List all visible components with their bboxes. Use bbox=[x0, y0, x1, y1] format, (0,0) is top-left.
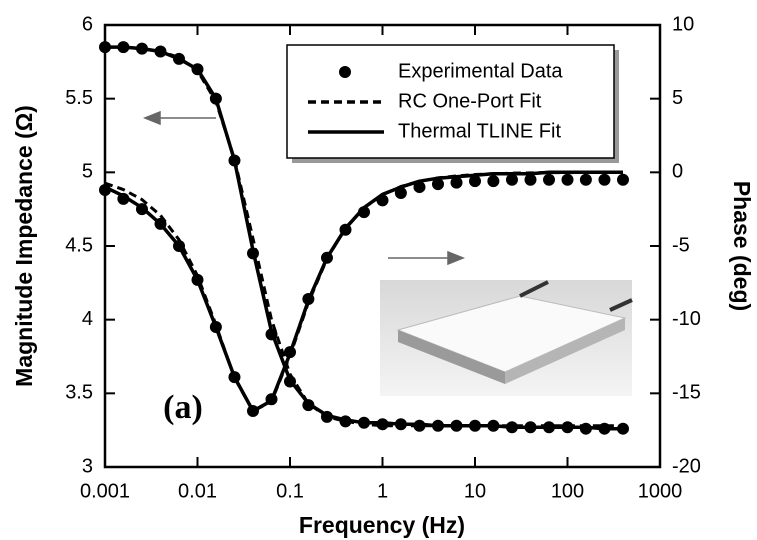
data-point bbox=[320, 251, 333, 264]
data-point bbox=[99, 41, 111, 54]
data-point bbox=[339, 223, 352, 236]
y-tick-label: 6 bbox=[82, 13, 93, 35]
legend-label: RC One-Port Fit bbox=[398, 90, 542, 112]
data-point bbox=[505, 421, 518, 434]
y2-tick-label: -15 bbox=[672, 382, 701, 404]
data-point bbox=[505, 173, 518, 186]
data-point bbox=[579, 173, 592, 186]
x-tick-label: 100 bbox=[551, 480, 584, 502]
data-point bbox=[99, 184, 111, 197]
data-point bbox=[616, 173, 629, 186]
y-tick-label: 4.5 bbox=[65, 234, 93, 256]
x-tick-label: 0.001 bbox=[80, 480, 130, 502]
data-point bbox=[154, 217, 167, 230]
data-point bbox=[524, 173, 537, 186]
inset-photo bbox=[380, 280, 633, 396]
data-point bbox=[173, 240, 186, 252]
x-tick-label: 0.1 bbox=[276, 480, 304, 502]
data-point bbox=[431, 178, 444, 191]
y2-tick-label: -20 bbox=[672, 455, 701, 477]
data-point bbox=[246, 247, 259, 260]
data-point bbox=[431, 419, 444, 432]
data-point bbox=[524, 421, 537, 434]
data-point bbox=[358, 206, 371, 219]
data-point bbox=[376, 418, 389, 431]
y2-tick-label: -10 bbox=[672, 308, 701, 330]
data-point bbox=[284, 346, 296, 359]
data-point bbox=[228, 154, 241, 167]
data-point bbox=[191, 273, 204, 286]
data-point bbox=[265, 328, 278, 341]
data-point bbox=[487, 419, 500, 432]
data-point bbox=[339, 415, 352, 428]
data-point bbox=[394, 186, 407, 199]
data-point bbox=[561, 173, 574, 186]
data-point bbox=[469, 175, 481, 188]
data-point bbox=[561, 421, 574, 434]
x-tick-label: 10 bbox=[464, 480, 486, 502]
y-tick-label: 3.5 bbox=[65, 382, 93, 404]
data-point bbox=[135, 203, 148, 216]
x-axis-label: Frequency (Hz) bbox=[299, 512, 465, 538]
data-point bbox=[579, 422, 592, 435]
data-point bbox=[117, 192, 130, 205]
y2-tick-label: 5 bbox=[672, 87, 683, 109]
data-point bbox=[394, 418, 407, 431]
data-point bbox=[302, 293, 315, 306]
data-point bbox=[320, 410, 333, 423]
data-point bbox=[487, 175, 500, 188]
data-point bbox=[117, 41, 130, 54]
data-point bbox=[358, 416, 371, 429]
legend-label: Experimental Data bbox=[398, 60, 563, 82]
y-axis-label: Magnitude Impedance (Ω) bbox=[11, 105, 37, 387]
y2-axis-label: Phase (deg) bbox=[729, 181, 755, 311]
data-point bbox=[413, 181, 426, 194]
data-point bbox=[284, 375, 296, 388]
data-point bbox=[450, 419, 463, 432]
y2-tick-label: -5 bbox=[672, 234, 690, 256]
data-point bbox=[413, 419, 426, 432]
legend-label: Thermal TLINE Fit bbox=[398, 120, 561, 142]
data-point bbox=[209, 321, 222, 334]
y-tick-label: 5.5 bbox=[65, 87, 93, 109]
legend-marker bbox=[339, 66, 351, 78]
data-point bbox=[543, 173, 556, 186]
data-point bbox=[376, 194, 389, 207]
data-point bbox=[450, 176, 463, 189]
arrows bbox=[142, 110, 466, 266]
x-tick-label: 0.01 bbox=[178, 480, 217, 502]
data-point bbox=[302, 399, 315, 412]
data-point bbox=[469, 419, 481, 432]
y-tick-label: 5 bbox=[82, 161, 93, 183]
data-point bbox=[173, 52, 186, 65]
x-tick-label: 1 bbox=[377, 480, 388, 502]
data-point bbox=[209, 92, 222, 105]
y2-tick-label: 10 bbox=[672, 13, 694, 35]
data-point bbox=[154, 45, 167, 58]
data-point bbox=[228, 371, 241, 384]
x-tick-label: 1000 bbox=[638, 480, 683, 502]
y-tick-label: 4 bbox=[82, 308, 93, 330]
annotation: (a) bbox=[163, 389, 203, 426]
y2-tick-label: 0 bbox=[672, 161, 683, 183]
y-tick-label: 3 bbox=[82, 455, 93, 477]
data-point bbox=[616, 422, 629, 435]
data-point bbox=[543, 421, 556, 434]
data-point bbox=[246, 405, 259, 418]
data-point bbox=[598, 173, 611, 186]
data-point bbox=[135, 42, 148, 55]
data-point bbox=[598, 422, 611, 435]
data-point bbox=[265, 393, 278, 406]
data-point bbox=[191, 63, 204, 76]
